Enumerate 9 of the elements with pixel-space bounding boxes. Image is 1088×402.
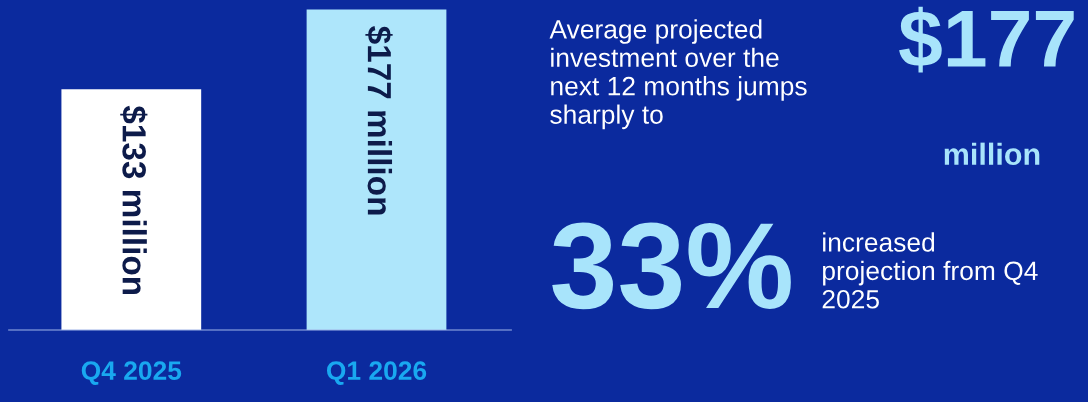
x-tick-label: Q1 2026	[326, 361, 427, 385]
text: 33%	[552, 222, 791, 310]
text: $177	[899, 6, 1074, 73]
text: million	[944, 142, 1040, 166]
data-label: $177 million	[365, 26, 393, 215]
text: increased projection from Q4 2025	[822, 232, 1038, 309]
text: Average projected investment over the next 12 months jumps sharply to	[549, 19, 807, 130]
x-tick-label: Q4 2025	[81, 361, 182, 385]
data-label: $133 million	[120, 105, 148, 295]
